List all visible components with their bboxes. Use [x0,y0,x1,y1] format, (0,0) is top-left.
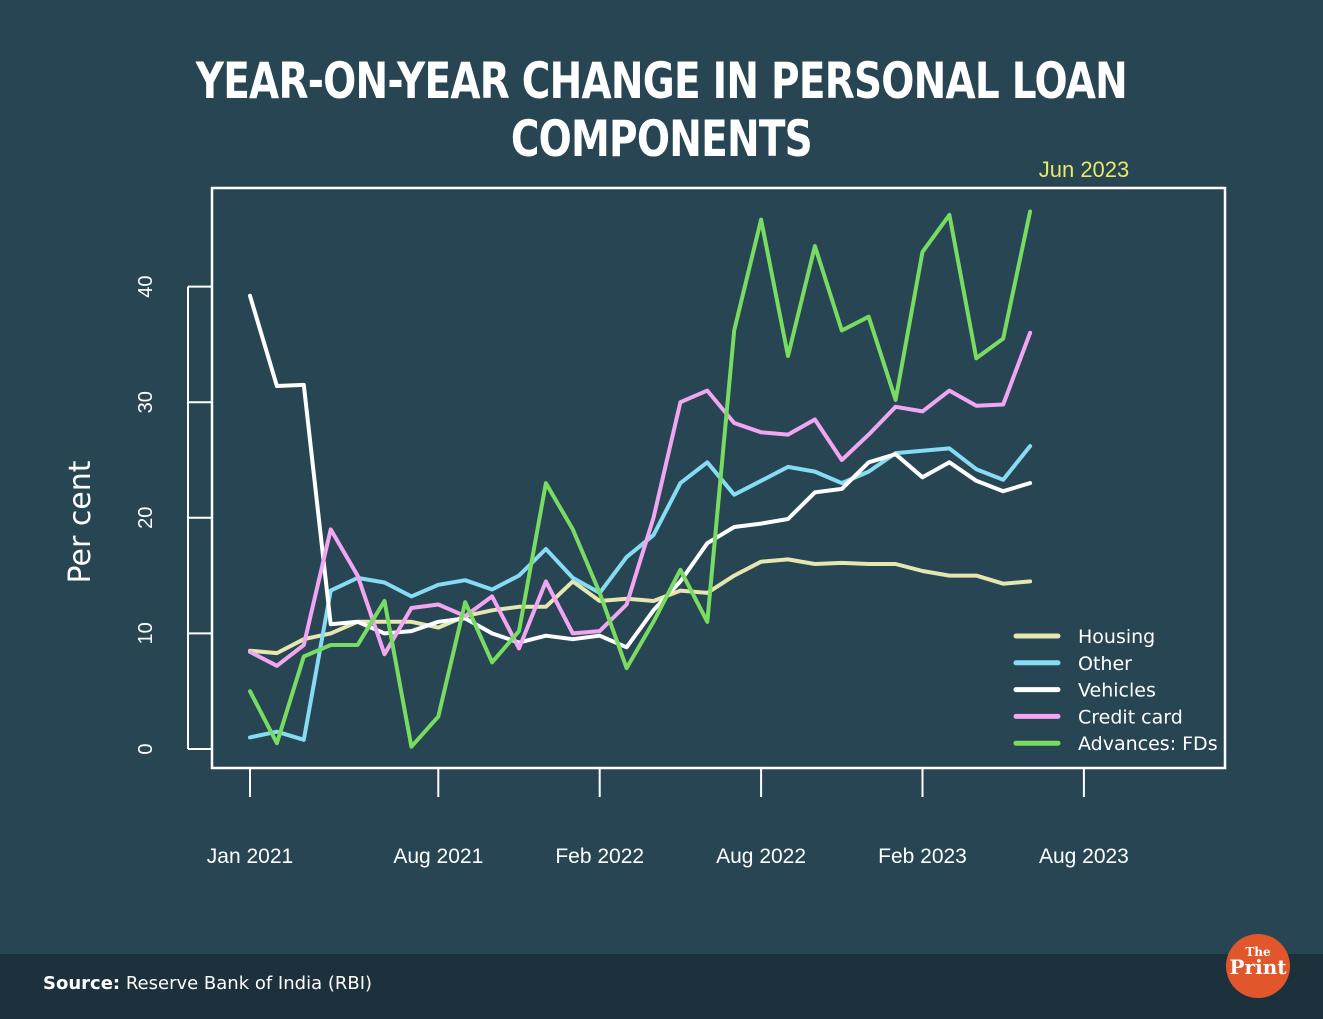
source-label: Source: [43,973,121,994]
legend-label-vehicles: Vehicles [1078,680,1156,702]
footer-bar [0,954,1323,1019]
annotation-jun-2023: Jun 2023 [1039,157,1130,182]
series-line-other [248,444,1033,742]
series-line-advances-fds [248,209,1033,749]
line-chart: 0 10 20 30 40 Jan 2021 Aug 2021 Feb 2022 Aug 20… [63,157,1227,868]
x-tick-label-jan-2021: Jan 2021 [207,845,293,868]
y-axis: 0 10 20 30 40 [135,275,212,755]
legend-label-housing: Housing [1078,626,1155,648]
logo-line1: The [1245,945,1271,959]
y-tick-label-20: 20 [135,507,157,529]
x-tick-label-aug-2022: Aug 2022 [716,845,806,868]
y-tick-label-30: 30 [135,391,157,413]
chart-title: YEAR-ON-YEAR CHANGE IN PERSONAL LOAN COM… [195,52,1128,168]
series-line-credit-card [248,330,1033,668]
x-tick-label-feb-2022: Feb 2022 [555,845,644,868]
source-note: Source: Reserve Bank of India (RBI) [43,973,372,994]
legend-label-advances-fds: Advances: FDs [1078,733,1218,755]
x-tick-label-aug-2021: Aug 2021 [393,845,483,868]
logo-line2: Print [1229,955,1287,979]
legend-label-other: Other [1078,653,1132,675]
x-tick-label-aug-2023: Aug 2023 [1039,845,1129,868]
x-tick-label-feb-2023: Feb 2023 [878,845,967,868]
series-lines [248,209,1033,749]
legend-label-credit-card: Credit card [1078,706,1183,728]
series-line-vehicles [248,293,1033,650]
series-line-housing [248,557,1033,656]
y-tick-label-0: 0 [135,743,157,754]
y-tick-label-10: 10 [135,622,157,644]
plot-frame [210,186,1227,770]
y-tick-label-40: 40 [135,275,157,297]
y-axis-title: Per cent [63,460,98,583]
theprint-logo: The Print [1226,934,1290,998]
legend: Housing Other Vehicles Credit card Advances:… [1013,626,1218,755]
x-axis: Jan 2021 Aug 2021 Feb 2022 Aug 2022 Feb 2023… [207,768,1129,868]
source-text: Reserve Bank of India (RBI) [125,973,373,994]
